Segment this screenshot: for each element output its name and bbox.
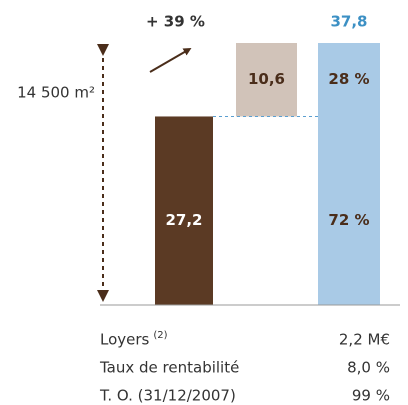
total-label: 37,8 — [330, 13, 367, 31]
growth-arrow — [149, 47, 192, 73]
share-label: 28 % — [328, 70, 369, 88]
row-value: 99 % — [352, 387, 390, 405]
row-value: 8,0 % — [347, 359, 390, 377]
bar — [155, 116, 213, 305]
area-label: 14 500 m² — [17, 84, 95, 102]
row-label: T. O. (31/12/2007) — [99, 387, 236, 405]
total-bar — [318, 43, 380, 305]
growth-label: + 39 % — [146, 13, 205, 31]
bar — [236, 43, 297, 117]
share-label: 72 % — [328, 211, 369, 229]
row-note: (2) — [153, 330, 167, 341]
row-value: 2,2 M€ — [339, 331, 390, 349]
bar-label: 10,6 — [248, 70, 285, 88]
bar-label: 27,2 — [165, 211, 202, 229]
row-label: Loyers — [100, 331, 150, 349]
row-label: Taux de rentabilité — [99, 359, 239, 377]
